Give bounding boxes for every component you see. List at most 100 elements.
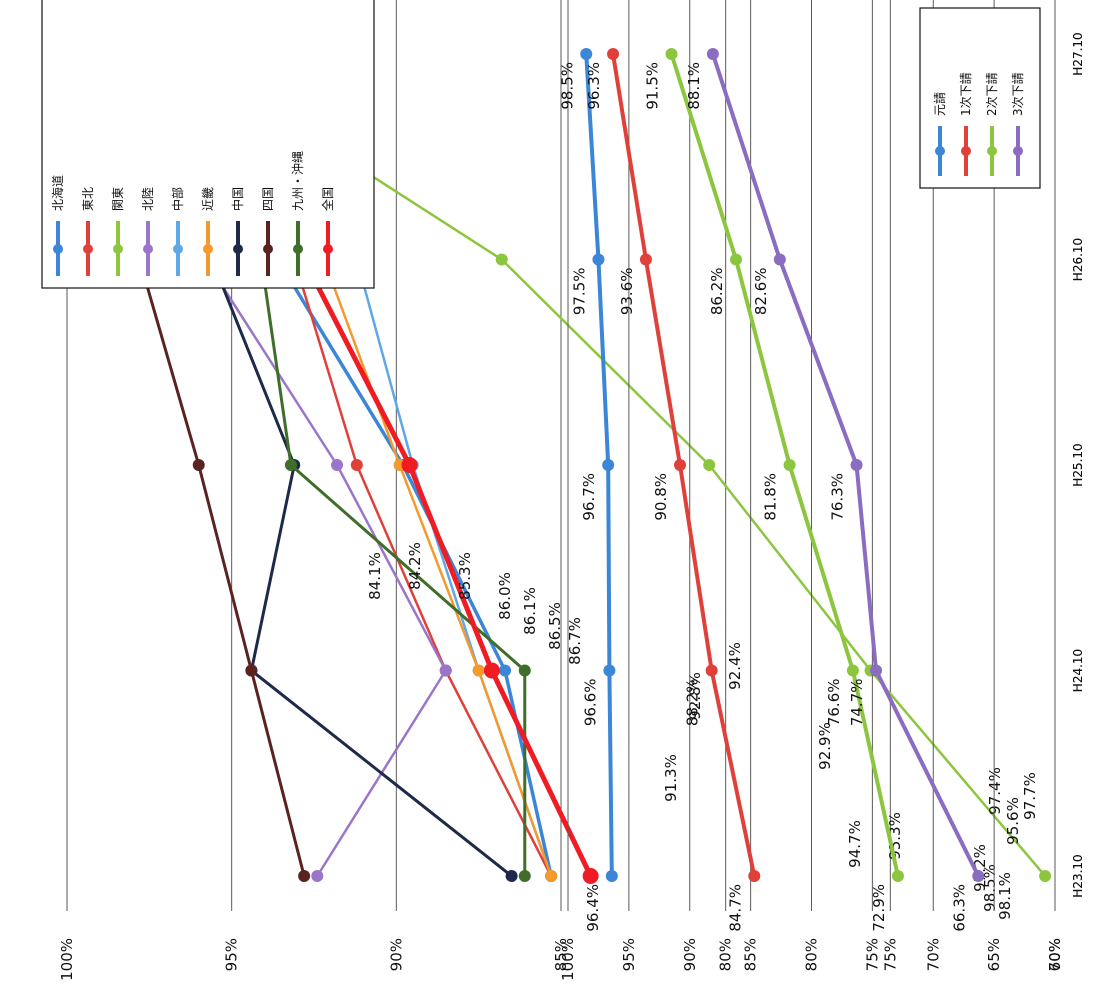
data-point	[870, 664, 883, 677]
data-label: 76.6%	[825, 679, 843, 727]
legend-label: 全国	[320, 187, 335, 211]
data-label: 85.3%	[456, 552, 474, 600]
legend-label: 中国	[230, 187, 245, 211]
series-line: 96.4% 96.6% 96.7% 97.5% 98.5%	[558, 48, 618, 932]
legend-label: 3次下請	[1011, 72, 1025, 116]
y-tick-label: 80%	[803, 938, 821, 971]
data-point	[850, 459, 863, 471]
series-line: 72.9% 76.6% 81.8% 86.2% 91.5%	[643, 48, 904, 932]
data-label: 76.3%	[829, 473, 847, 521]
data-point	[472, 664, 485, 677]
x-tick-label: H26.10	[1071, 238, 1085, 281]
legend-marker	[1013, 146, 1023, 156]
y-tick-label: 85%	[742, 938, 760, 971]
data-point	[580, 48, 593, 60]
legend-marker	[323, 244, 333, 254]
data-point	[192, 459, 205, 471]
legend-marker	[987, 146, 997, 156]
legend-item: 3次下請	[1011, 72, 1025, 176]
data-label: 95.6%	[1004, 797, 1022, 845]
data-point	[674, 459, 687, 471]
y-tick-label: 70%	[924, 938, 942, 971]
legend: 北海道 東北 関東 北陸 中部 近畿 中国 四国 九州・沖縄 全国	[41, 0, 375, 289]
data-point	[350, 459, 363, 471]
x-tick-label: H25.10	[1071, 443, 1085, 486]
data-point	[603, 664, 616, 677]
legend-label: 近畿	[201, 187, 215, 211]
x-tick-label: H25.10	[1071, 443, 1085, 486]
data-point	[505, 870, 518, 882]
data-label: 96.4%	[584, 884, 602, 932]
data-label: 74.7%	[848, 679, 866, 727]
data-label: 81.8%	[762, 473, 780, 521]
y-tick-label: 90%	[681, 938, 699, 971]
data-point	[705, 664, 718, 677]
legend-marker	[961, 146, 971, 156]
x-tick-label: H26.10	[1071, 238, 1085, 281]
data-point	[665, 48, 678, 60]
x-tick-label: H27.10	[1071, 32, 1085, 75]
data-point	[703, 459, 716, 471]
data-label: 86.7%	[566, 617, 584, 665]
data-point	[891, 870, 904, 882]
data-label: 97.4%	[986, 767, 1004, 815]
series-path	[352, 53, 553, 877]
data-point	[518, 870, 531, 882]
data-point	[331, 459, 344, 471]
data-label: 94.7%	[846, 820, 864, 868]
data-label: 84.1%	[366, 552, 384, 600]
legend-box	[41, 0, 375, 289]
data-point	[1039, 870, 1052, 882]
data-point	[311, 870, 324, 882]
data-point	[605, 870, 618, 882]
legend-item: 中部	[170, 187, 185, 276]
y-tick-label: 60%	[1046, 938, 1064, 971]
data-point	[602, 459, 615, 471]
y-tick-label: 100%	[559, 938, 577, 981]
data-point	[495, 253, 508, 266]
legend-item: 北陸	[141, 187, 155, 276]
legend-label: 1次下請	[959, 72, 973, 116]
data-label: 66.3%	[950, 884, 968, 932]
data-label: 96.3%	[585, 62, 603, 110]
data-point	[298, 870, 311, 882]
legend-item: 全国	[320, 187, 335, 276]
data-label: 98.1%	[996, 872, 1014, 920]
data-point	[284, 459, 297, 471]
data-label: 90.8%	[652, 473, 670, 521]
data-label: 93.6%	[618, 268, 636, 316]
y-tick-label: 80%	[717, 938, 735, 971]
legend-item: 関東	[111, 187, 125, 276]
legend: 元請 1次下請 2次下請 3次下請	[919, 7, 1041, 189]
data-point	[607, 48, 620, 60]
data-point	[773, 253, 786, 266]
x-tick-label: H24.10	[1071, 649, 1085, 692]
data-point	[545, 870, 558, 882]
data-label: 84.7%	[726, 884, 744, 932]
legend-item: 近畿	[201, 187, 215, 276]
legend-marker	[233, 244, 243, 254]
series-line: 66.3% 74.7% 76.3% 82.6% 88.1%	[685, 48, 985, 932]
data-point	[499, 664, 512, 677]
data-label: 92.8%	[686, 672, 704, 720]
data-label: 92.9%	[816, 722, 834, 770]
data-point	[748, 870, 761, 882]
data-label: 91.3%	[662, 754, 680, 802]
y-tick-label: 95%	[223, 938, 241, 971]
data-point	[401, 457, 418, 473]
data-label: 96.7%	[580, 473, 598, 521]
data-label: 86.5%	[546, 602, 564, 650]
legend-marker	[113, 244, 123, 254]
left-chart: 100% 95% 90% 85% 80% 75% 70% H23.10 H24.10 H25.10…	[41, 0, 1085, 981]
data-point	[730, 253, 743, 266]
data-label: 92.4%	[726, 642, 744, 690]
legend-marker	[203, 244, 213, 254]
legend-item: 四国	[261, 187, 275, 276]
y-tick-label: 75%	[863, 938, 881, 971]
data-label: 86.2%	[708, 268, 726, 316]
legend-item: 九州・沖縄	[290, 151, 305, 276]
legend-marker	[173, 244, 183, 254]
legend-item: 2次下請	[985, 72, 999, 176]
